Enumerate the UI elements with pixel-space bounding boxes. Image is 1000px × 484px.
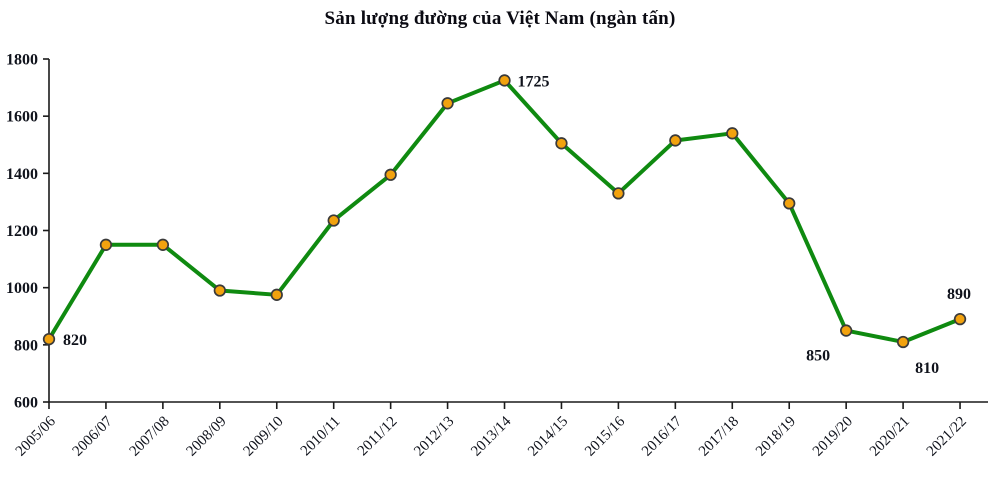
data-point-label: 890 [947, 286, 971, 303]
y-axis-tick-label: 1800 [6, 52, 38, 69]
data-point-label: 1725 [518, 73, 550, 90]
x-axis-tick-label: 2018/19 [753, 414, 799, 460]
data-point [612, 187, 625, 200]
x-axis-tick-label: 2005/06 [13, 413, 59, 459]
data-point [327, 214, 340, 227]
data-point [896, 335, 910, 349]
x-axis-tick-label: 2010/11 [298, 414, 344, 460]
chart-title: Sản lượng đường của Việt Nam (ngàn tấn) [324, 8, 676, 29]
data-point-label: 850 [806, 348, 830, 365]
x-axis-tick-label: 2011/12 [355, 414, 401, 460]
data-point [441, 97, 454, 110]
x-axis-tick-label: 2019/20 [810, 414, 856, 460]
x-axis-tick-label: 2008/09 [184, 414, 230, 460]
x-axis-tick-label: 2007/08 [127, 414, 173, 460]
data-point [555, 137, 568, 150]
y-axis-tick-label: 600 [14, 395, 38, 412]
x-axis-tick-label: 2016/17 [639, 413, 685, 459]
data-point [213, 284, 226, 297]
data-point [840, 324, 853, 337]
y-axis-tick-label: 1400 [6, 166, 38, 183]
x-axis-tick-label: 2015/16 [582, 413, 628, 459]
axis-lines [48, 59, 988, 403]
data-point [156, 238, 170, 251]
data-point [669, 134, 682, 147]
y-axis-tick-label: 1000 [6, 280, 38, 297]
data-point [726, 127, 739, 140]
x-axis-tick-label: 2020/21 [867, 414, 913, 460]
x-axis-tick-label: 2013/14 [468, 413, 514, 459]
data-line [47, 78, 963, 344]
data-point-label: 810 [915, 360, 939, 377]
y-axis-tick-label: 1600 [6, 109, 38, 126]
x-axis-tick-label: 2014/15 [525, 414, 571, 460]
data-point [384, 168, 397, 181]
data-point-label: 820 [63, 332, 87, 349]
data-point [42, 332, 56, 346]
x-axis-tick-label: 2017/18 [696, 414, 742, 460]
x-axis-tick-label: 2009/10 [241, 414, 287, 460]
data-point [783, 197, 796, 210]
x-axis-tick-label: 2012/13 [411, 414, 457, 460]
data-point [498, 74, 511, 87]
x-axis-tick-label: 2006/07 [70, 413, 116, 459]
data-point [953, 312, 967, 326]
y-axis-tick-label: 800 [14, 337, 38, 354]
data-point [270, 288, 283, 301]
y-axis-tick-label: 1200 [6, 223, 38, 240]
data-point [99, 238, 113, 251]
x-axis-tick-label: 2021/22 [924, 414, 970, 460]
